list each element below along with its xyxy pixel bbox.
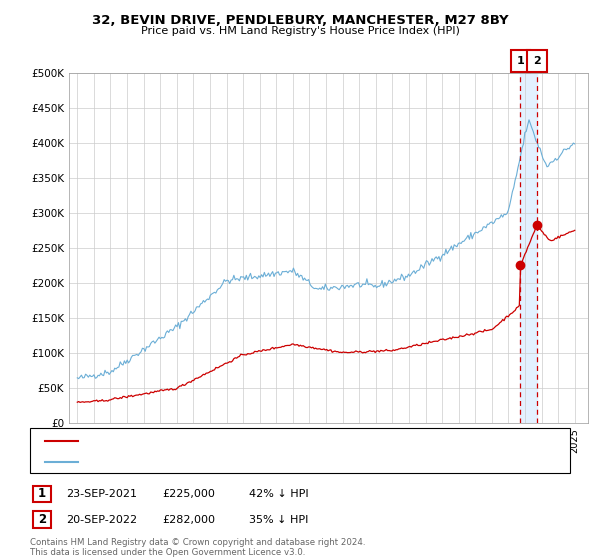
Bar	[520, 73, 537, 423]
Text: £225,000: £225,000	[162, 489, 215, 499]
Text: 32, BEVIN DRIVE, PENDLEBURY, MANCHESTER, M27 8BY (detached house): 32, BEVIN DRIVE, PENDLEBURY, MANCHESTER,…	[87, 436, 458, 446]
Text: Contains HM Land Registry data © Crown copyright and database right 2024.
This d: Contains HM Land Registry data © Crown c…	[30, 538, 365, 557]
Text: Price paid vs. HM Land Registry's House Price Index (HPI): Price paid vs. HM Land Registry's House …	[140, 26, 460, 36]
Text: 23-SEP-2021: 23-SEP-2021	[66, 489, 137, 499]
Text: 2: 2	[533, 56, 541, 66]
Text: 32, BEVIN DRIVE, PENDLEBURY, MANCHESTER, M27 8BY: 32, BEVIN DRIVE, PENDLEBURY, MANCHESTER,…	[92, 14, 508, 27]
Text: £282,000: £282,000	[162, 515, 215, 525]
Text: HPI: Average price, detached house, Salford: HPI: Average price, detached house, Salf…	[87, 457, 307, 467]
Text: 42% ↓ HPI: 42% ↓ HPI	[249, 489, 308, 499]
Text: 35% ↓ HPI: 35% ↓ HPI	[249, 515, 308, 525]
Text: 2: 2	[38, 513, 46, 526]
Text: 1: 1	[517, 56, 524, 66]
Text: 20-SEP-2022: 20-SEP-2022	[66, 515, 137, 525]
Text: 1: 1	[38, 487, 46, 501]
